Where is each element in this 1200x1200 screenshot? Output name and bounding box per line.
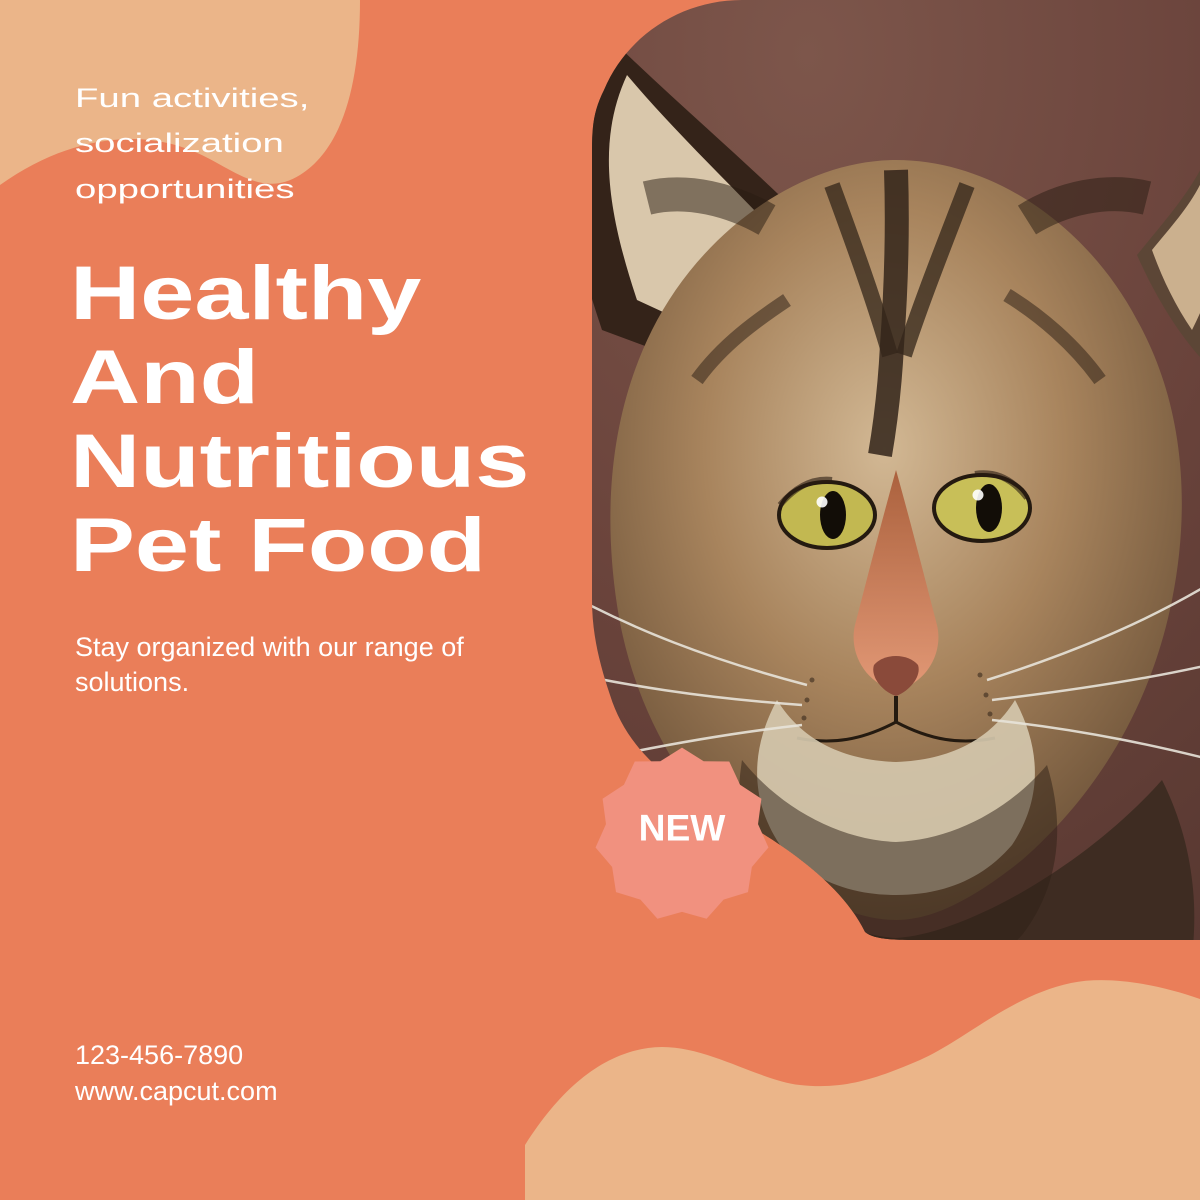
svg-text:NEW: NEW (639, 807, 727, 849)
